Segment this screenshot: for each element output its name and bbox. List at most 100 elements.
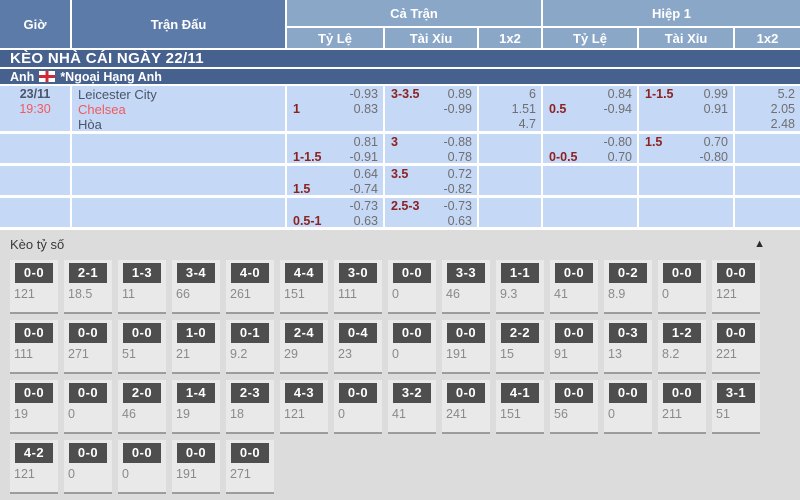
odds-value[interactable]: -0.80 xyxy=(699,150,729,163)
score-odds-cell[interactable]: 2-3 18 xyxy=(226,380,274,434)
score-odds-cell[interactable]: 0-0 41 xyxy=(550,260,598,314)
score-odds-cell[interactable]: 0-4 23 xyxy=(334,320,382,374)
score-odds-cell[interactable]: 0-3 13 xyxy=(604,320,652,374)
score-odds-cell[interactable]: 0-0 121 xyxy=(10,260,58,314)
score-odds-cell[interactable]: 1-3 11 xyxy=(118,260,166,314)
odds-value[interactable]: 0.70 xyxy=(703,135,728,149)
team-name[interactable]: Chelsea xyxy=(78,102,126,117)
score-odds-cell[interactable]: 3-2 41 xyxy=(388,380,436,434)
score-odds-cell[interactable]: 2-0 46 xyxy=(118,380,166,434)
odds-value[interactable]: 0.78 xyxy=(447,150,472,163)
odds-line: 0.5 -0.94 xyxy=(549,102,632,117)
score-odds-value: 151 xyxy=(284,287,305,301)
score-odds-cell[interactable]: 0-0 271 xyxy=(64,320,112,374)
score-odds-cell[interactable]: 1-2 8.2 xyxy=(658,320,706,374)
score-odds-cell[interactable]: 1-1 9.3 xyxy=(496,260,544,314)
score-odds-cell[interactable]: 0-0 241 xyxy=(442,380,490,434)
odds-value[interactable]: 0.64 xyxy=(353,167,378,181)
collapse-arrow-icon[interactable]: ▲ xyxy=(754,238,765,250)
score-odds-cell[interactable]: 3-4 66 xyxy=(172,260,220,314)
score-odds-cell[interactable]: 0-0 56 xyxy=(550,380,598,434)
score-odds-cell[interactable]: 0-0 211 xyxy=(658,380,706,434)
odds-value[interactable]: 0.83 xyxy=(353,102,378,116)
score-odds-cell[interactable]: 0-1 9.2 xyxy=(226,320,274,374)
score-odds-cell[interactable]: 4-3 121 xyxy=(280,380,328,434)
score-odds-cell[interactable]: 0-0 121 xyxy=(712,260,760,314)
score-odds-cell[interactable]: 0-0 0 xyxy=(604,380,652,434)
odds-value[interactable]: -0.94 xyxy=(603,102,633,116)
odds-value[interactable]: 0.81 xyxy=(353,135,378,149)
score-odds-cell[interactable]: 0-0 191 xyxy=(172,440,220,494)
score-odds-cell[interactable]: 1-0 21 xyxy=(172,320,220,374)
score-odds-cell[interactable]: 2-4 29 xyxy=(280,320,328,374)
odds-value[interactable]: 0.63 xyxy=(447,214,472,227)
odds-value[interactable]: -0.91 xyxy=(349,150,379,163)
score-odds-value: 0 xyxy=(68,407,75,421)
one-x-two-value[interactable]: 6 xyxy=(529,87,536,101)
score-odds-cell[interactable]: 0-0 51 xyxy=(118,320,166,374)
one-x-two-value[interactable]: 1.51 xyxy=(511,102,536,116)
score-odds-cell[interactable]: 2-2 15 xyxy=(496,320,544,374)
odds-value[interactable]: 0.99 xyxy=(703,87,728,101)
one-x-two-value[interactable]: 5.2 xyxy=(777,87,795,101)
odds-value[interactable]: -0.99 xyxy=(443,102,473,116)
odds-value[interactable]: -0.93 xyxy=(349,87,379,101)
odds-value[interactable]: 0.70 xyxy=(607,150,632,163)
odds-value[interactable]: -0.88 xyxy=(443,135,473,149)
odds-value[interactable]: -0.73 xyxy=(349,199,379,213)
score-odds-cell[interactable]: 3-1 51 xyxy=(712,380,760,434)
score-odds-cell[interactable]: 0-0 191 xyxy=(442,320,490,374)
score-label: 0-0 xyxy=(447,323,485,343)
score-odds-cell[interactable]: 1-4 19 xyxy=(172,380,220,434)
score-odds-cell[interactable]: 0-0 19 xyxy=(10,380,58,434)
ft-one-x-two-cell xyxy=(479,198,541,227)
score-odds-cell[interactable]: 4-4 151 xyxy=(280,260,328,314)
score-grid: 0-0 121 2-1 18.5 1-3 11 3-4 66 4-0 261 4-4 151 3-0 11… xyxy=(0,260,800,494)
odds-value[interactable]: 0.84 xyxy=(607,87,632,101)
odds-value[interactable]: 0.91 xyxy=(703,102,728,116)
score-odds-cell[interactable]: 0-0 91 xyxy=(550,320,598,374)
score-odds-cell[interactable]: 0-0 0 xyxy=(388,320,436,374)
odds-value[interactable]: -0.73 xyxy=(443,199,473,213)
score-odds-cell[interactable]: 0-2 8.9 xyxy=(604,260,652,314)
score-odds-cell[interactable]: 0-0 221 xyxy=(712,320,760,374)
score-odds-cell[interactable]: 0-0 0 xyxy=(658,260,706,314)
score-odds-cell[interactable]: 2-1 18.5 xyxy=(64,260,112,314)
score-odds-cell[interactable]: 0-0 111 xyxy=(10,320,58,374)
one-x-two-value[interactable]: 2.48 xyxy=(770,117,795,131)
score-odds-value: 0 xyxy=(122,467,129,481)
one-x-two-value[interactable]: 2.05 xyxy=(770,102,795,116)
odds-value[interactable]: -0.74 xyxy=(349,182,379,195)
score-label: 0-0 xyxy=(69,323,107,343)
odds-value[interactable]: -0.82 xyxy=(443,182,473,195)
score-odds-cell[interactable]: 0-0 0 xyxy=(118,440,166,494)
score-odds-cell[interactable]: 4-0 261 xyxy=(226,260,274,314)
odds-row: 23/11 19:30 Leicester City Chelsea Hòa -0.93 1… xyxy=(0,86,800,131)
score-odds-cell[interactable]: 0-0 271 xyxy=(226,440,274,494)
h1-one-x-two-cell: 5.2 2.05 2.48 xyxy=(735,86,800,131)
one-x-two-value[interactable]: 4.7 xyxy=(518,117,536,131)
score-label: 0-4 xyxy=(339,323,377,343)
score-odds-cell[interactable]: 3-3 46 xyxy=(442,260,490,314)
match-cell xyxy=(72,166,285,195)
score-odds-cell[interactable]: 0-0 0 xyxy=(334,380,382,434)
odds-value[interactable]: 0.63 xyxy=(353,214,378,227)
score-odds-value: 46 xyxy=(446,287,460,301)
team-name[interactable]: Leicester City xyxy=(78,87,157,102)
score-odds-cell[interactable]: 3-0 111 xyxy=(334,260,382,314)
score-odds-cell[interactable]: 0-0 0 xyxy=(64,380,112,434)
odds-value[interactable]: 0.89 xyxy=(447,87,472,101)
score-label: 0-0 xyxy=(15,323,53,343)
odds-line: 1-1.5 -0.91 xyxy=(293,150,378,163)
score-odds-cell[interactable]: 0-0 0 xyxy=(64,440,112,494)
odds-line: 1-1.5 0.99 xyxy=(645,87,728,102)
odds-line: 0.64 xyxy=(293,167,378,182)
odds-value[interactable]: -0.80 xyxy=(603,135,633,149)
score-odds-cell[interactable]: 4-2 121 xyxy=(10,440,58,494)
odds-value[interactable]: 0.72 xyxy=(447,167,472,181)
score-odds-cell[interactable]: 4-1 151 xyxy=(496,380,544,434)
score-label: 1-4 xyxy=(177,383,215,403)
score-odds-cell[interactable]: 0-0 0 xyxy=(388,260,436,314)
score-section-header: Kèo tỷ số ▲ xyxy=(0,230,800,260)
